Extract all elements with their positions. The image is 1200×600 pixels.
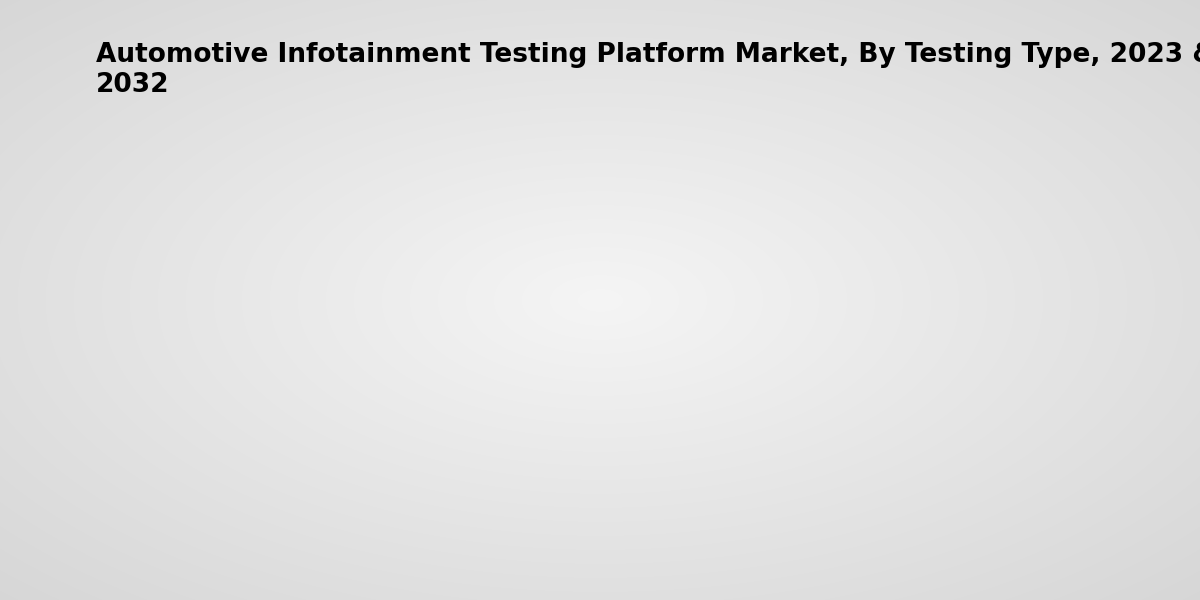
Bar [1050,469,1116,522]
Bar [636,283,702,522]
Bar [156,439,222,522]
Text: 2.2: 2.2 [170,416,199,434]
Bar [222,263,288,522]
Bar [842,237,910,522]
Text: Automotive Infotainment Testing Platform Market, By Testing Type, 2023 &
2032: Automotive Infotainment Testing Platform… [96,42,1200,98]
Bar [362,433,430,522]
Bar [776,429,842,522]
Legend: 2023, 2032: 2023, 2032 [974,79,1156,110]
Bar [984,509,1050,522]
Bar [570,442,636,522]
Y-axis label: Market Size in USD Billion: Market Size in USD Billion [79,235,97,467]
Bar [430,252,496,522]
